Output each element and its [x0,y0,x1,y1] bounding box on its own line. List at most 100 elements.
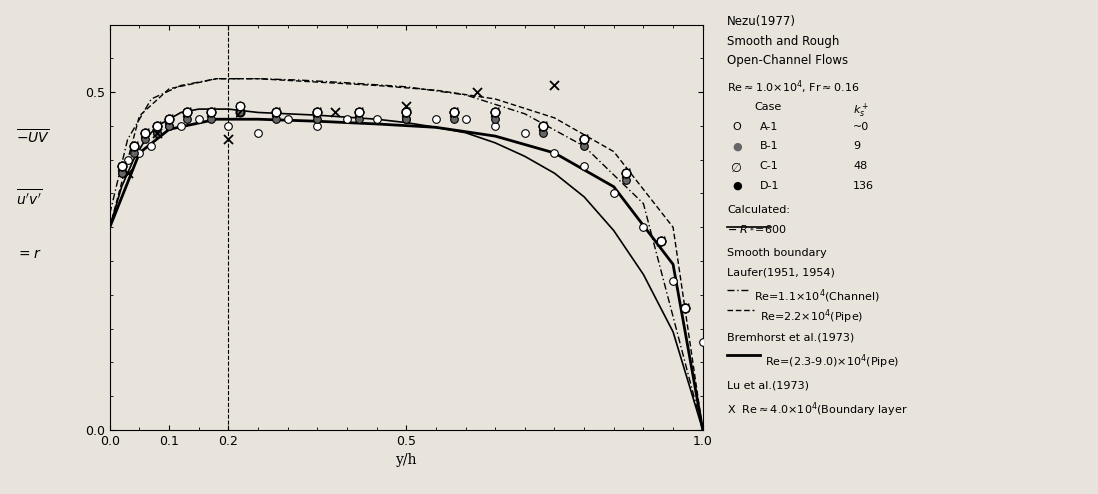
Point [326,109,344,117]
Point [267,109,284,117]
Text: C-1: C-1 [760,161,778,171]
Text: 48: 48 [853,161,867,171]
Point [617,176,635,184]
Text: Re=2.2$\times$10$^4$(Pipe): Re=2.2$\times$10$^4$(Pipe) [760,307,863,326]
Point [534,122,551,130]
Text: ●: ● [732,181,742,191]
Point [457,115,474,123]
Point [469,88,486,96]
Point [148,129,166,137]
Point [119,169,136,177]
Point [136,129,154,137]
Point [113,169,131,177]
Point [249,129,267,137]
Point [178,115,195,123]
Point [220,135,237,143]
Point [397,115,415,123]
Text: Re=1.1$\times$10$^4$(Channel): Re=1.1$\times$10$^4$(Channel) [754,288,881,305]
Point [172,122,190,130]
Text: Smooth and Rough: Smooth and Rough [727,35,839,47]
Point [178,109,195,117]
Point [575,163,593,170]
Point [445,109,462,117]
Text: 9: 9 [853,141,860,151]
Point [148,122,166,130]
Point [486,109,504,117]
Point [427,115,445,123]
Point [148,129,166,137]
Text: $k_s^+$: $k_s^+$ [853,102,870,120]
Text: Re$\approx$1.0$\times$10$^4$, Fr$\approx$0.16: Re$\approx$1.0$\times$10$^4$, Fr$\approx… [727,78,860,96]
Text: B-1: B-1 [760,141,778,151]
Point [575,135,593,143]
Point [267,115,284,123]
Point [202,115,220,123]
Point [136,135,154,143]
Text: $\overline{u'v'}$: $\overline{u'v'}$ [16,188,43,207]
Text: $\varnothing$: $\varnothing$ [730,161,742,175]
Point [160,122,178,130]
Point [368,115,385,123]
Point [160,115,178,123]
Point [534,129,551,137]
Point [232,109,249,117]
Point [350,109,368,117]
Point [546,82,563,89]
Text: $= r$: $= r$ [16,247,42,261]
Point [113,163,131,170]
Point [676,304,694,312]
Text: O: O [732,122,741,131]
Point [605,190,623,198]
Text: ●: ● [732,141,742,151]
Point [575,142,593,150]
Text: Laufer(1951, 1954): Laufer(1951, 1954) [727,268,834,278]
Point [113,169,131,177]
Point [309,109,326,117]
Point [309,115,326,123]
Point [652,237,670,245]
Text: $\overline{-UV}$: $\overline{-UV}$ [16,128,51,147]
Point [486,115,504,123]
Text: Open-Channel Flows: Open-Channel Flows [727,54,848,67]
Text: 136: 136 [853,181,874,191]
Point [694,338,712,346]
Point [148,129,166,137]
Text: $\mathbf{-}$ $R_*$=600: $\mathbf{-}$ $R_*$=600 [727,224,786,235]
Point [160,122,178,130]
Point [445,115,462,123]
Point [486,122,504,130]
Point [516,129,534,137]
Text: Bremhorst et al.(1973): Bremhorst et al.(1973) [727,333,854,343]
Text: ~0: ~0 [853,122,870,131]
Text: X  Re$\approx$4.0$\times$10$^4$(Boundary layer: X Re$\approx$4.0$\times$10$^4$(Boundary … [727,400,908,419]
Text: Lu et al.(1973): Lu et al.(1973) [727,380,809,390]
Point [397,109,415,117]
Text: Case: Case [754,102,782,112]
Point [131,149,148,157]
Point [652,237,670,245]
Point [309,122,326,130]
Point [397,102,415,110]
Point [125,149,143,157]
Text: D-1: D-1 [760,181,780,191]
Point [617,169,635,177]
Point [546,149,563,157]
Point [143,142,160,150]
Point [190,115,208,123]
Text: Calculated:: Calculated: [727,205,789,214]
Point [350,115,368,123]
Point [279,115,296,123]
Text: A-1: A-1 [760,122,778,131]
Text: Nezu(1977): Nezu(1977) [727,15,796,28]
Point [397,115,415,123]
X-axis label: y/h: y/h [395,453,417,467]
Point [664,277,682,285]
Point [338,115,356,123]
Text: Re=(2.3-9.0)$\times$10$^4$(Pipe): Re=(2.3-9.0)$\times$10$^4$(Pipe) [765,353,899,371]
Point [232,109,249,117]
Point [125,142,143,150]
Point [202,109,220,117]
Point [119,156,136,164]
Point [676,304,694,312]
Text: Smooth boundary: Smooth boundary [727,248,827,258]
